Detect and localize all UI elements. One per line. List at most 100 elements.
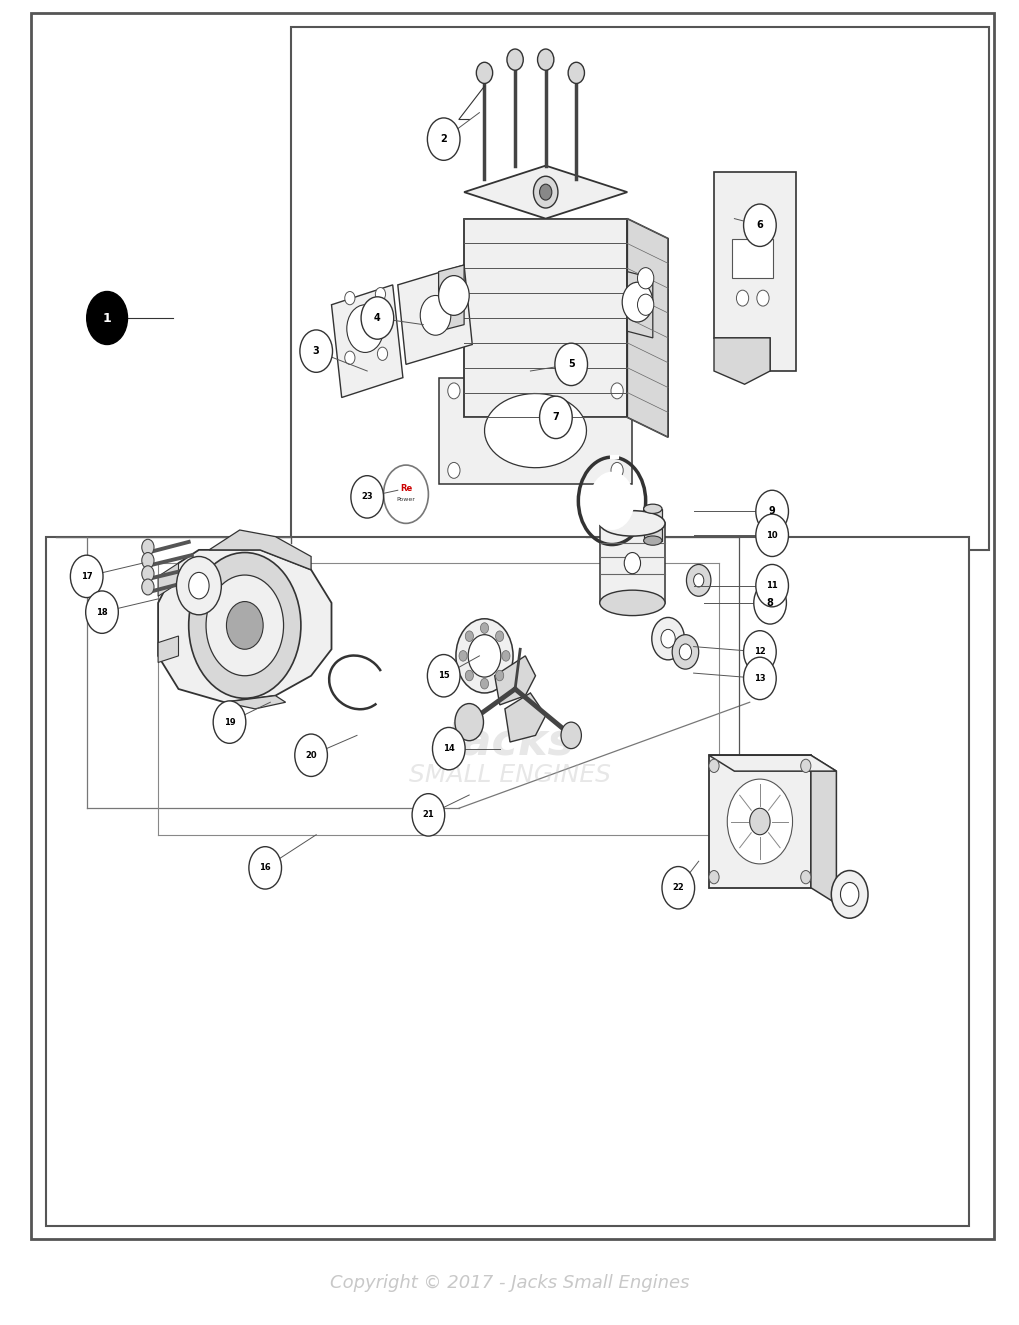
Circle shape: [756, 290, 768, 306]
Circle shape: [495, 670, 503, 681]
Polygon shape: [494, 656, 535, 705]
Circle shape: [87, 292, 127, 344]
Circle shape: [420, 295, 450, 335]
Polygon shape: [810, 755, 836, 904]
Text: 21: 21: [422, 811, 434, 819]
Text: 1: 1: [103, 311, 111, 325]
Circle shape: [249, 847, 281, 889]
Circle shape: [294, 734, 327, 776]
Ellipse shape: [599, 590, 664, 616]
Circle shape: [213, 701, 246, 743]
Circle shape: [480, 678, 488, 689]
Circle shape: [447, 383, 460, 399]
Text: 11: 11: [765, 582, 777, 590]
Circle shape: [554, 343, 587, 386]
Circle shape: [749, 808, 769, 835]
Text: 15: 15: [437, 672, 449, 680]
Circle shape: [651, 617, 684, 660]
Circle shape: [568, 62, 584, 83]
Circle shape: [465, 670, 473, 681]
Circle shape: [622, 282, 652, 322]
Polygon shape: [643, 509, 661, 541]
Circle shape: [383, 465, 428, 523]
Text: 8: 8: [766, 598, 772, 608]
Circle shape: [679, 644, 691, 660]
FancyBboxPatch shape: [732, 238, 772, 278]
Circle shape: [755, 490, 788, 533]
Circle shape: [176, 556, 221, 615]
Circle shape: [708, 759, 718, 772]
Circle shape: [660, 629, 675, 648]
Polygon shape: [209, 530, 311, 570]
Text: 9: 9: [768, 506, 774, 517]
Polygon shape: [464, 219, 627, 417]
Circle shape: [142, 579, 154, 595]
Circle shape: [465, 631, 473, 641]
Polygon shape: [438, 265, 464, 331]
Circle shape: [661, 867, 694, 909]
Text: 2: 2: [440, 134, 446, 144]
Circle shape: [743, 631, 775, 673]
Circle shape: [377, 347, 387, 360]
Text: 22: 22: [672, 884, 684, 892]
Text: 5: 5: [568, 359, 574, 370]
Circle shape: [533, 176, 557, 208]
Circle shape: [830, 871, 867, 918]
Circle shape: [637, 268, 653, 289]
Circle shape: [455, 619, 513, 693]
Circle shape: [412, 794, 444, 836]
Circle shape: [743, 657, 775, 700]
Circle shape: [755, 514, 788, 556]
Circle shape: [672, 635, 698, 669]
Text: Jacks: Jacks: [445, 721, 574, 763]
Circle shape: [539, 396, 572, 439]
Circle shape: [432, 727, 465, 770]
Text: 12: 12: [753, 648, 765, 656]
Circle shape: [459, 651, 467, 661]
Polygon shape: [708, 755, 836, 771]
Circle shape: [693, 574, 703, 587]
Circle shape: [560, 722, 581, 749]
Polygon shape: [224, 696, 285, 709]
Circle shape: [495, 631, 503, 641]
Circle shape: [427, 118, 460, 160]
Circle shape: [375, 288, 385, 301]
Polygon shape: [599, 523, 664, 603]
Polygon shape: [158, 550, 331, 702]
Text: Power: Power: [396, 497, 415, 502]
Circle shape: [800, 759, 810, 772]
Circle shape: [736, 290, 748, 306]
Polygon shape: [158, 636, 178, 662]
Circle shape: [800, 871, 810, 884]
Polygon shape: [713, 172, 795, 371]
Circle shape: [427, 655, 460, 697]
Text: 23: 23: [361, 493, 373, 501]
Circle shape: [351, 476, 383, 518]
Text: 3: 3: [313, 346, 319, 356]
Circle shape: [610, 462, 623, 478]
Text: 17: 17: [81, 572, 93, 580]
Circle shape: [743, 204, 775, 246]
FancyBboxPatch shape: [290, 26, 988, 550]
Polygon shape: [331, 285, 403, 398]
Circle shape: [438, 276, 469, 315]
Circle shape: [506, 49, 523, 70]
Text: 20: 20: [305, 751, 317, 759]
Circle shape: [344, 351, 355, 364]
Polygon shape: [397, 265, 472, 364]
Circle shape: [755, 564, 788, 607]
Polygon shape: [713, 338, 769, 384]
FancyBboxPatch shape: [46, 537, 968, 1226]
Circle shape: [476, 62, 492, 83]
Circle shape: [468, 635, 500, 677]
Circle shape: [589, 472, 634, 530]
Circle shape: [346, 305, 383, 352]
Circle shape: [686, 564, 710, 596]
Circle shape: [142, 553, 154, 568]
Text: SMALL ENGINES: SMALL ENGINES: [409, 763, 610, 787]
FancyBboxPatch shape: [31, 13, 994, 1239]
Circle shape: [539, 184, 551, 200]
Circle shape: [537, 49, 553, 70]
Polygon shape: [438, 378, 632, 484]
Text: 16: 16: [259, 864, 271, 872]
